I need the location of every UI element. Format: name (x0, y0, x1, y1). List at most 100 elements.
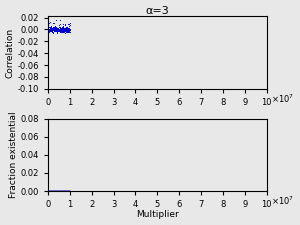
Point (62, 27, 67, 30)
Point (54, 29, 59, 32)
Point (60, 27, 65, 30)
Point (59, 25, 64, 29)
Point (59, 27, 64, 31)
Point (65, 27, 70, 31)
Point (60, 26, 64, 29)
Point (53, 28, 58, 32)
Point (58, 27, 62, 31)
X-axis label: Multiplier: Multiplier (136, 210, 179, 219)
Point (67, 30, 72, 34)
Point (59, 28, 64, 32)
Point (52, 29, 56, 33)
Point (61, 29, 66, 32)
Point (66, 27, 70, 31)
Point (64, 27, 69, 30)
Point (57, 29, 62, 32)
Point (52, 29, 57, 33)
Point (67, 22, 72, 26)
Point (55, 29, 59, 32)
Point (48, 30, 52, 33)
Point (46, 28, 50, 32)
Point (54, 27, 58, 30)
Point (61, 30, 66, 34)
Point (60, 26, 64, 29)
Point (46, 29, 51, 33)
Point (58, 27, 62, 31)
Point (58, 27, 63, 30)
Point (50, 28, 55, 32)
Point (50, 28, 55, 32)
Point (58, 27, 63, 30)
Point (59, 26, 64, 30)
Point (49, 28, 54, 32)
Point (66, 26, 70, 29)
Point (51, 27, 56, 31)
Point (60, 29, 64, 32)
Point (62, 27, 67, 31)
Point (46, 27, 51, 31)
Point (49, 27, 53, 31)
Point (53, 28, 58, 32)
Point (52, 29, 57, 32)
Point (52, 26, 57, 29)
Point (61, 25, 66, 28)
Point (47, 25, 52, 29)
Point (67, 29, 72, 33)
Point (50, 31, 55, 34)
Point (51, 27, 56, 30)
Point (62, 29, 67, 32)
Point (52, 28, 57, 31)
Point (57, 29, 62, 33)
Point (54, 27, 59, 31)
Point (52, 30, 56, 33)
Point (57, 27, 62, 31)
Point (61, 26, 66, 30)
Point (58, 27, 62, 31)
Point (48, 28, 53, 32)
Point (50, 22, 55, 25)
Point (46, 29, 51, 32)
Point (61, 27, 66, 31)
Point (65, 27, 70, 30)
Point (46, 27, 51, 31)
Point (51, 27, 56, 31)
Point (64, 26, 69, 30)
Point (58, 29, 63, 33)
Point (49, 28, 54, 32)
Point (48, 26, 53, 29)
Point (62, 29, 67, 32)
Point (60, 29, 65, 32)
Point (67, 29, 71, 32)
Point (46, 29, 51, 32)
Point (49, 27, 54, 30)
Point (57, 29, 62, 32)
Point (61, 25, 65, 29)
Point (57, 28, 62, 31)
Point (67, 28, 72, 32)
Point (55, 32, 59, 35)
Point (48, 27, 53, 31)
Point (66, 29, 71, 32)
Point (56, 28, 61, 32)
Point (56, 29, 61, 32)
Point (61, 28, 66, 32)
Point (62, 29, 67, 33)
Point (67, 26, 72, 29)
Point (66, 27, 71, 31)
Point (50, 28, 55, 32)
Point (55, 26, 60, 29)
Point (51, 28, 56, 32)
Point (47, 29, 52, 32)
Point (62, 32, 67, 35)
Point (57, 28, 62, 32)
Y-axis label: Correlation: Correlation (6, 27, 15, 78)
Point (46, 28, 51, 32)
Point (46, 29, 50, 33)
Point (48, 29, 52, 33)
Point (63, 29, 68, 33)
Point (58, 28, 63, 32)
Point (64, 27, 69, 31)
Point (61, 22, 65, 26)
Point (54, 27, 58, 31)
Point (53, 29, 58, 32)
